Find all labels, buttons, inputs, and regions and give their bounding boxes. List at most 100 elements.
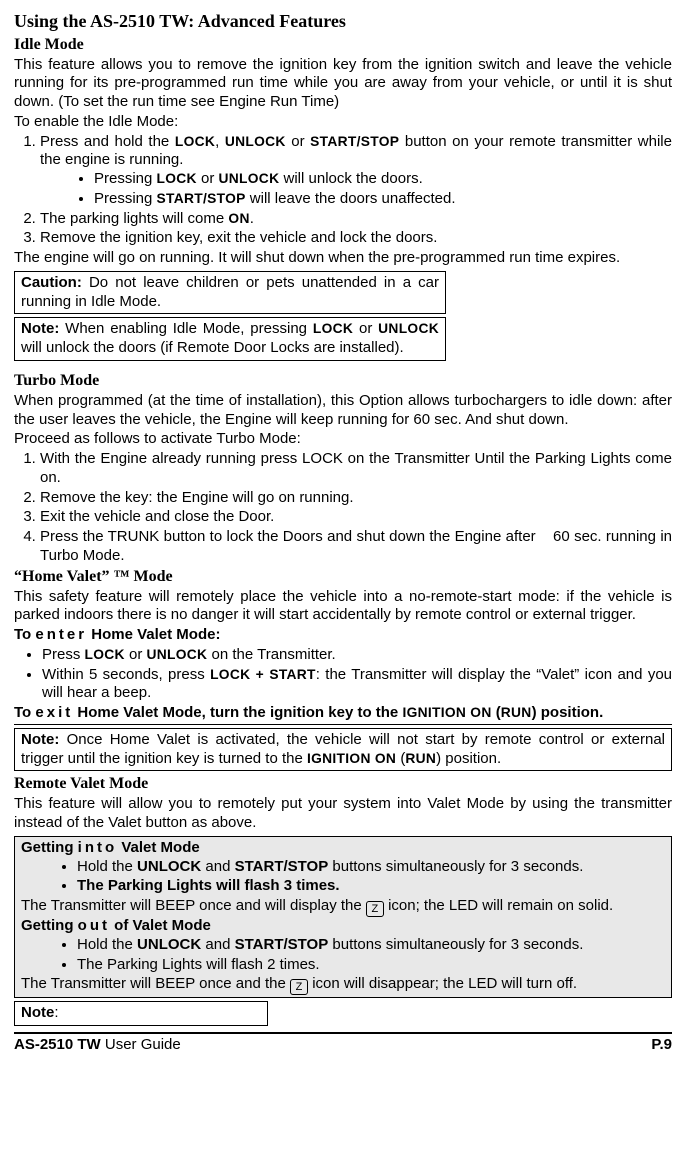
section-idle-heading: Idle Mode	[14, 35, 672, 55]
into-title: Getting into Valet Mode	[21, 839, 665, 858]
text: on the Transmitter.	[207, 646, 335, 663]
unlock-bold: UNLOCK	[137, 936, 201, 953]
homevalet-exit: To exit Home Valet Mode, turn the igniti…	[14, 704, 672, 723]
lock-term: LOCK	[175, 134, 215, 149]
text: icon will disappear; the LED will turn o…	[312, 975, 577, 992]
idle-p1: This feature allows you to remove the ig…	[14, 56, 672, 112]
on-term: ON	[228, 211, 249, 226]
lock-term: LOCK	[157, 171, 197, 186]
text: (	[396, 750, 405, 767]
text: The parking lights will come	[40, 210, 228, 227]
out-p2: The Transmitter will BEEP once and the Z…	[21, 975, 665, 995]
text: To	[14, 626, 35, 643]
text: Press and hold the	[40, 133, 175, 150]
idle-sublist: Pressing LOCK or UNLOCK will unlock the …	[40, 170, 672, 209]
lock-term: LOCK	[85, 647, 125, 662]
text: of Valet Mode	[110, 917, 211, 934]
into-word: into	[78, 839, 118, 856]
text: or	[286, 133, 310, 150]
turbo-li4: Press the TRUNK button to lock the Doors…	[40, 528, 672, 566]
text: Home Valet Mode, turn the ignition key t…	[73, 704, 402, 721]
idle-li2: The parking lights will come ON.	[40, 210, 672, 229]
page-title: Using the AS-2510 TW: Advanced Features	[14, 10, 672, 33]
note-label: Note	[21, 1004, 54, 1021]
lock-term: LOCK	[313, 321, 353, 336]
text: When enabling Idle Mode, pressing	[65, 320, 313, 337]
into-b2: The Parking Lights will flash 3 times.	[77, 877, 665, 896]
unlock-term: UNLOCK	[147, 647, 208, 662]
text: Hold the	[77, 858, 137, 875]
idle-sub1: Pressing LOCK or UNLOCK will unlock the …	[94, 170, 672, 189]
text: Home Valet Mode:	[87, 626, 220, 643]
out-list: Hold the UNLOCK and START/STOP buttons s…	[21, 936, 665, 975]
text: (	[492, 704, 501, 721]
text: Within 5 seconds, press	[42, 666, 210, 683]
text: .	[250, 210, 254, 227]
run-term: RUN	[405, 751, 436, 766]
homevalet-enter-list: Press LOCK or UNLOCK on the Transmitter.…	[14, 646, 672, 703]
lockstart-term: LOCK + START	[210, 667, 316, 682]
turbo-list: With the Engine already running press LO…	[14, 450, 672, 566]
unlock-term: UNLOCK	[219, 171, 280, 186]
text: Hold the	[77, 936, 137, 953]
out-word: out	[78, 917, 110, 934]
text: The Transmitter will BEEP once and will …	[21, 897, 366, 914]
turbo-li3: Exit the vehicle and close the Door.	[40, 508, 672, 527]
text: and	[201, 936, 234, 953]
text: icon; the LED will remain on solid.	[388, 897, 613, 914]
into-list: Hold the UNLOCK and START/STOP buttons s…	[21, 858, 665, 897]
text: or	[353, 320, 378, 337]
footer-left: AS-2510 TW User Guide	[14, 1036, 181, 1055]
text: Getting	[21, 917, 78, 934]
enter-word: enter	[35, 626, 87, 643]
note-label: Note:	[21, 320, 59, 337]
out-title: Getting out of Valet Mode	[21, 917, 665, 936]
startstop-term: START/STOP	[157, 191, 246, 206]
text: The Parking Lights will flash 3 times.	[77, 877, 340, 894]
text: The Transmitter will BEEP once and the	[21, 975, 290, 992]
note-box-2: Note: Once Home Valet is activated, the …	[14, 728, 672, 772]
out-b1: Hold the UNLOCK and START/STOP buttons s…	[77, 936, 665, 955]
hv-b2: Within 5 seconds, press LOCK + START: th…	[42, 666, 672, 704]
note-box-1: Note: When enabling Idle Mode, pressing …	[14, 317, 446, 361]
startstop-term: START/STOP	[310, 134, 399, 149]
note-box-3: Note:	[14, 1001, 268, 1026]
section-remotevalet-heading: Remote Valet Mode	[14, 774, 672, 794]
idle-li1: Press and hold the LOCK, UNLOCK or START…	[40, 133, 672, 209]
homevalet-p1: This safety feature will remotely place …	[14, 588, 672, 626]
remotevalet-p1: This feature will allow you to remotely …	[14, 795, 672, 833]
text: or	[197, 170, 219, 187]
note-label: Note:	[21, 731, 59, 748]
text: or	[125, 646, 147, 663]
caution-text: Do not leave children or pets unattended…	[21, 274, 439, 310]
sleep-icon: Z	[290, 979, 308, 995]
page-number: P.9	[651, 1036, 672, 1055]
doc-type: User Guide	[101, 1036, 181, 1053]
caution-box: Caution: Do not leave children or pets u…	[14, 271, 446, 315]
idle-li3: Remove the ignition key, exit the vehicl…	[40, 229, 672, 248]
text: ) position.	[436, 750, 501, 767]
caution-label: Caution:	[21, 274, 82, 291]
text: buttons simultaneously for 3 seconds.	[328, 936, 583, 953]
product-name: AS-2510 TW	[14, 1036, 101, 1053]
ignon-term: IGNITION ON	[307, 751, 396, 766]
out-b2: The Parking Lights will flash 2 times.	[77, 956, 665, 975]
turbo-p2: Proceed as follows to activate Turbo Mod…	[14, 430, 672, 449]
turbo-li1: With the Engine already running press LO…	[40, 450, 672, 488]
unlock-bold: UNLOCK	[137, 858, 201, 875]
text: Pressing	[94, 190, 157, 207]
text: Valet Mode	[117, 839, 200, 856]
text: will unlock the doors (if Remote Door Lo…	[21, 339, 404, 356]
into-p2: The Transmitter will BEEP once and will …	[21, 897, 665, 917]
idle-p3: The engine will go on running. It will s…	[14, 249, 672, 268]
text: ,	[215, 133, 225, 150]
text: P.9	[651, 1036, 672, 1053]
page-footer: AS-2510 TW User Guide P.9	[14, 1032, 672, 1055]
idle-sub2: Pressing START/STOP will leave the doors…	[94, 190, 672, 209]
hv-b1: Press LOCK or UNLOCK on the Transmitter.	[42, 646, 672, 665]
ignon-term: IGNITION ON	[402, 705, 491, 720]
turbo-p1: When programmed (at the time of installa…	[14, 392, 672, 430]
text: Getting	[21, 839, 78, 856]
idle-list: Press and hold the LOCK, UNLOCK or START…	[14, 133, 672, 249]
text: and	[201, 858, 234, 875]
